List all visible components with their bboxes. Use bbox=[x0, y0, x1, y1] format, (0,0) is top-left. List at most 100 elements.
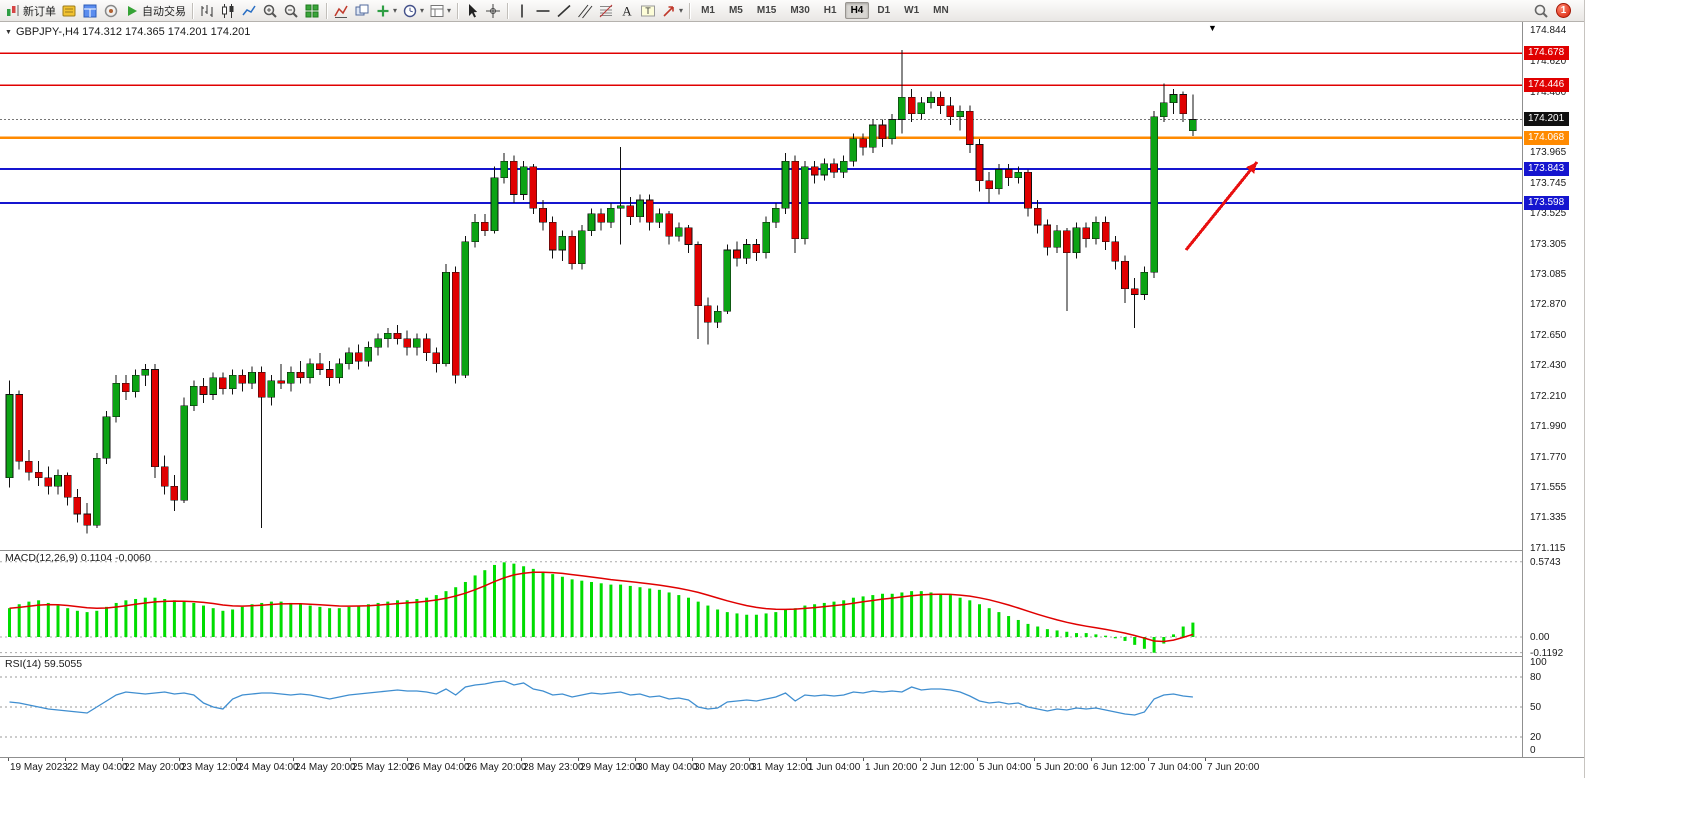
trendline-button[interactable] bbox=[554, 1, 574, 21]
macd-histogram-bar bbox=[27, 601, 31, 637]
vertical-line-button[interactable] bbox=[512, 1, 532, 21]
time-axis-tick-mark bbox=[65, 758, 66, 761]
text-label-button[interactable]: T bbox=[638, 1, 658, 21]
objects-button[interactable] bbox=[352, 1, 372, 21]
zoom-out-button[interactable] bbox=[281, 1, 301, 21]
crosshair-button[interactable] bbox=[483, 1, 503, 21]
macd-histogram-bar bbox=[522, 566, 526, 637]
add-indicator-button[interactable]: ▾ bbox=[373, 1, 399, 21]
timeframe-button-mn[interactable]: MN bbox=[933, 5, 949, 16]
templates-button[interactable]: ▾ bbox=[427, 1, 453, 21]
auto-trading-button[interactable]: 自动交易 bbox=[122, 1, 188, 21]
arrows-button[interactable]: ▾ bbox=[659, 1, 685, 21]
macd-histogram-bar bbox=[890, 593, 894, 637]
macd-histogram-bar bbox=[221, 610, 225, 637]
macd-histogram-bar bbox=[473, 575, 477, 637]
dropdown-arrow-icon: ▾ bbox=[447, 6, 452, 15]
candle-body bbox=[529, 166, 538, 209]
candle-body bbox=[131, 374, 140, 393]
tile-windows-button[interactable] bbox=[302, 1, 322, 21]
macd-panel[interactable] bbox=[0, 551, 1522, 656]
macd-histogram-bar bbox=[279, 601, 283, 637]
candle-body bbox=[752, 244, 761, 254]
time-axis-tick-mark bbox=[578, 758, 579, 761]
timeframe-button-d1[interactable]: D1 bbox=[877, 5, 891, 16]
macd-label: MACD(12,26,9) 0.1104 -0.0060 bbox=[5, 552, 151, 564]
candle-body bbox=[471, 221, 479, 243]
candle-body bbox=[199, 385, 208, 395]
price-chart[interactable] bbox=[0, 22, 1522, 550]
symbol-dropdown-icon[interactable]: ▼ bbox=[5, 28, 12, 36]
macd-histogram-bar bbox=[85, 612, 89, 637]
macd-histogram-bar bbox=[706, 605, 710, 637]
new-order-button[interactable]: 新订单 bbox=[3, 1, 58, 21]
periods-button[interactable]: ▾ bbox=[400, 1, 426, 21]
market-watch-button[interactable] bbox=[59, 1, 79, 21]
macd-histogram-bar bbox=[1172, 634, 1175, 637]
data-window-button[interactable] bbox=[80, 1, 100, 21]
navigator-button[interactable] bbox=[101, 1, 121, 21]
level-price-badge: 174.678 bbox=[1524, 46, 1569, 61]
rsi-axis-tick: 50 bbox=[1530, 702, 1542, 713]
chart-title-text: GBPJPY-,H4 174.312 174.365 174.201 174.2… bbox=[15, 26, 251, 38]
trend-arrow[interactable] bbox=[1184, 161, 1259, 251]
macd-histogram-bar bbox=[1152, 637, 1156, 653]
candle-body bbox=[451, 271, 460, 376]
search-icon[interactable] bbox=[1533, 3, 1549, 19]
macd-histogram-bar bbox=[531, 568, 535, 637]
horizontal-line-button[interactable] bbox=[533, 1, 553, 21]
macd-histogram-bar bbox=[56, 605, 60, 637]
candle-body bbox=[1130, 288, 1139, 295]
time-axis[interactable]: 19 May 2023 22 May 04:00 22 May 20:00 23 Ma… bbox=[0, 758, 1584, 778]
candle-body bbox=[694, 244, 703, 306]
notification-badge[interactable]: 1 bbox=[1556, 3, 1571, 18]
timeframe-button-h1[interactable]: H1 bbox=[823, 5, 837, 16]
timeframe-button-m5[interactable]: M5 bbox=[728, 5, 743, 16]
candle-body bbox=[626, 205, 635, 217]
time-axis-tick-mark bbox=[749, 758, 750, 761]
candle-body bbox=[830, 163, 838, 173]
text-icon: A bbox=[619, 3, 635, 19]
chart-shift-marker[interactable]: ▼ bbox=[1208, 23, 1217, 33]
timeframe-button-m15[interactable]: M15 bbox=[756, 5, 777, 16]
candle-body bbox=[1169, 94, 1178, 104]
timeframe-button-w1[interactable]: W1 bbox=[904, 5, 920, 16]
panel-separator[interactable] bbox=[0, 550, 1584, 551]
price-axis[interactable]: 174.844174.620174.400174.180173.965173.7… bbox=[1522, 22, 1584, 757]
text-button[interactable]: A bbox=[617, 1, 637, 21]
macd-histogram-bar bbox=[1104, 635, 1108, 637]
macd-histogram-bar bbox=[95, 610, 99, 637]
macd-histogram-bar bbox=[774, 612, 778, 637]
candlestick-chart-button[interactable] bbox=[218, 1, 238, 21]
line-chart-button[interactable] bbox=[239, 1, 259, 21]
zoom-in-button[interactable] bbox=[260, 1, 280, 21]
toolbar: 新订单 自动交易 ▾ ▾ ▾ A T ▾ M1 M5 M15 M30 H1 H4 D1 W1 MN 1 bbox=[0, 0, 1584, 22]
equidistant-channel-button[interactable] bbox=[575, 1, 595, 21]
price-axis-tick: 171.770 bbox=[1530, 452, 1567, 463]
macd-histogram-bar bbox=[1142, 637, 1146, 649]
timeframe-button-h4[interactable]: H4 bbox=[844, 2, 870, 19]
indicators-button[interactable] bbox=[331, 1, 351, 21]
time-axis-tick-mark bbox=[806, 758, 807, 761]
rsi-panel[interactable] bbox=[0, 657, 1522, 757]
candle-body bbox=[490, 177, 499, 231]
price-axis-tick: 174.844 bbox=[1530, 25, 1567, 36]
candle-body bbox=[325, 369, 334, 379]
candle-body bbox=[180, 405, 188, 501]
bar-chart-button[interactable] bbox=[197, 1, 217, 21]
rsi-axis-tick: 0 bbox=[1530, 745, 1536, 756]
data-window-icon bbox=[82, 3, 98, 19]
fibonacci-button[interactable] bbox=[596, 1, 616, 21]
candle-body bbox=[238, 374, 247, 384]
panel-separator[interactable] bbox=[0, 656, 1584, 657]
time-axis-label: 23 May 12:00 bbox=[181, 762, 242, 773]
timeframe-button-m30[interactable]: M30 bbox=[790, 5, 810, 16]
candle-body bbox=[1179, 94, 1187, 115]
timeframe-button-m1[interactable]: M1 bbox=[701, 5, 715, 16]
toolbar-separator bbox=[326, 2, 327, 19]
candle-body bbox=[403, 338, 412, 348]
macd-histogram-bar bbox=[851, 597, 855, 637]
cursor-button[interactable] bbox=[462, 1, 482, 21]
macd-histogram-bar bbox=[978, 604, 981, 637]
